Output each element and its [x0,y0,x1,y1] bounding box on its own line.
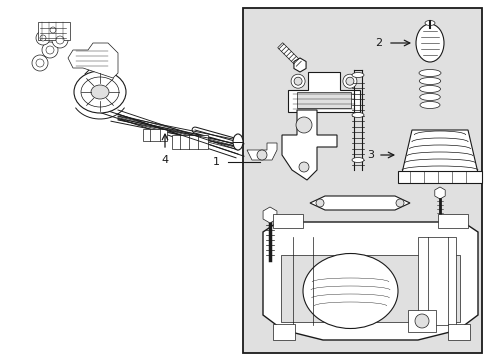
Polygon shape [309,196,409,210]
Polygon shape [287,72,359,112]
Polygon shape [401,130,477,173]
Ellipse shape [81,77,119,107]
Polygon shape [282,110,336,180]
Circle shape [257,150,266,160]
Ellipse shape [418,69,440,77]
Ellipse shape [91,85,109,99]
Circle shape [414,314,428,328]
Polygon shape [263,222,477,340]
Ellipse shape [74,71,126,113]
Ellipse shape [290,74,305,88]
Bar [407,310,435,332]
Bar [243,8,481,353]
Circle shape [295,117,311,133]
Text: 1: 1 [213,157,220,167]
Polygon shape [296,92,351,108]
Bar [142,129,167,141]
Bar [38,22,70,40]
Ellipse shape [303,253,397,328]
Polygon shape [263,207,276,223]
Bar [417,237,455,325]
Circle shape [345,77,353,85]
Ellipse shape [232,134,243,150]
Ellipse shape [419,86,440,93]
Bar [172,135,207,149]
Bar [397,171,481,183]
Polygon shape [277,43,302,67]
Ellipse shape [419,94,439,100]
Circle shape [40,35,46,41]
Text: 2: 2 [374,38,381,48]
Ellipse shape [351,112,363,117]
Polygon shape [434,187,444,199]
Circle shape [46,46,54,54]
Ellipse shape [419,102,439,108]
Circle shape [56,36,64,44]
Circle shape [36,59,44,67]
Bar [272,214,303,228]
Bar [447,324,469,340]
Circle shape [50,27,56,33]
Text: 3: 3 [366,150,373,160]
Circle shape [298,162,308,172]
Circle shape [315,199,324,207]
Bar [437,214,467,228]
Circle shape [395,199,403,207]
Circle shape [46,23,60,37]
Polygon shape [246,143,276,160]
Ellipse shape [342,74,356,88]
Ellipse shape [418,77,440,85]
Circle shape [293,77,302,85]
Ellipse shape [351,158,363,162]
Circle shape [42,42,58,58]
Ellipse shape [351,72,363,77]
Circle shape [32,55,48,71]
Text: 4: 4 [161,155,168,165]
Bar [281,255,459,322]
Ellipse shape [415,24,443,62]
Circle shape [36,31,50,45]
Bar [272,324,294,340]
Circle shape [52,32,68,48]
Ellipse shape [424,21,434,26]
Polygon shape [293,58,305,72]
Polygon shape [68,43,118,78]
